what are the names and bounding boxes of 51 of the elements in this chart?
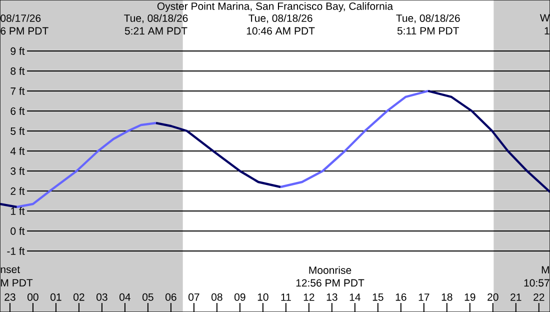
annotation: 10:57 <box>524 279 550 287</box>
x-tick-label: 03 <box>96 293 108 301</box>
annotation: 12:56 PM PDT <box>296 279 364 287</box>
x-tick-label: 02 <box>74 293 84 301</box>
x-tick-label: 01 <box>50 293 62 301</box>
annotation: M <box>542 266 549 274</box>
x-tick-label: 08 <box>212 293 222 301</box>
x-tick-label: 22 <box>534 293 544 301</box>
y-tick-label: 8 ft <box>10 67 25 75</box>
annotation: Moonrise <box>309 266 352 274</box>
x-tick-label: 13 <box>326 293 338 301</box>
x-tick-label: 19 <box>464 293 476 301</box>
y-tick-label: 0 ft <box>10 227 25 235</box>
x-tick-label: 07 <box>188 293 200 301</box>
y-tick-label: 3 ft <box>10 167 25 175</box>
y-tick-label: 4 ft <box>10 147 25 155</box>
x-tick-label: 20 <box>488 293 498 301</box>
x-tick-label: 09 <box>234 293 246 301</box>
y-tick-label: 2 ft <box>10 187 25 195</box>
annotation: 5:11 PM PDT <box>397 27 459 35</box>
x-tick-label: 15 <box>372 293 384 301</box>
annotation: nset <box>0 266 20 274</box>
x-tick-label: 16 <box>396 293 406 301</box>
annotation: 10:46 AM PDT <box>246 27 315 35</box>
x-tick-label: 05 <box>142 293 154 301</box>
x-tick-label: 18 <box>442 293 452 301</box>
annotation: Tue, 08/18/26 <box>124 14 188 24</box>
annotation: 6 PM PDT <box>0 27 48 35</box>
annotation: Tue, 08/18/26 <box>396 14 460 24</box>
y-tick-label: 9 ft <box>10 47 25 55</box>
annotation: 5:21 AM PDT <box>124 27 188 35</box>
y-tick-label: 5 ft <box>10 127 25 135</box>
x-tick-label: 10 <box>258 293 268 301</box>
y-tick-label: 1 ft <box>11 207 25 215</box>
x-tick-label: 00 <box>28 293 38 301</box>
x-tick-label: 12 <box>304 293 314 301</box>
x-tick-label: 17 <box>418 294 430 301</box>
annotation: 08/17/26 <box>0 14 41 22</box>
y-tick-label: -1 ft <box>7 247 25 255</box>
x-tick-label: 11 <box>281 294 291 301</box>
x-tick-label: 06 <box>166 293 176 301</box>
chart-title: Oyster Point Marina, San Francisco Bay, California <box>157 2 394 12</box>
annotation: Tue, 08/18/26 <box>248 14 312 24</box>
x-tick-label: 23 <box>4 293 16 301</box>
annotation: 1 <box>544 27 550 34</box>
x-tick-label: 04 <box>120 293 130 301</box>
y-tick-label: 7 ft <box>10 87 25 95</box>
y-tick-label: 6 ft <box>10 107 25 115</box>
annotation: M PDT <box>1 279 33 286</box>
x-tick-label: 21 <box>510 293 522 301</box>
x-tick-label: 14 <box>350 294 360 301</box>
